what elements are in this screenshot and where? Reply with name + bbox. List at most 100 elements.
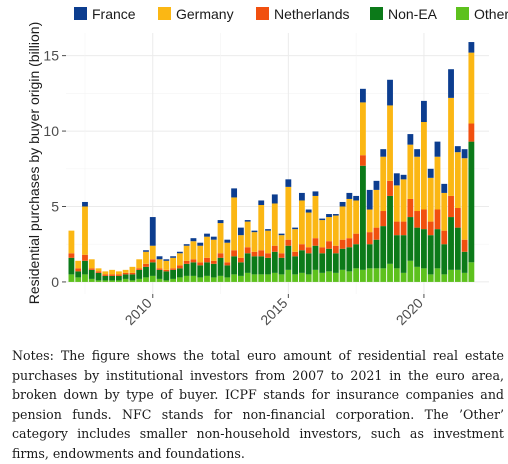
bar-france [421,100,427,123]
bar-france [285,179,292,187]
bar-germany [82,206,88,255]
bar-non-ea [380,226,387,269]
bar-netherlands [312,238,319,246]
bar-other-ea [176,277,183,282]
bar-germany [109,269,116,275]
bar-non-ea [95,272,102,281]
bar-france [380,149,387,157]
bar-france [265,229,271,231]
bar-other-ea [75,277,82,282]
bar-france [360,88,366,103]
bar-other-ea [82,274,88,282]
bar-non-ea [258,256,265,275]
bar-other-ea [380,268,387,282]
bar-netherlands [298,244,305,251]
bar-non-ea [163,271,170,281]
bar-germany [448,97,454,196]
bar-other-ea [407,260,414,282]
bar-non-ea [414,227,421,267]
bar-other-ea [292,274,299,282]
bar-netherlands [244,247,251,254]
bar-other-ea [468,262,475,282]
bar-france [400,174,407,180]
bar-other-ea [312,269,319,282]
bar-netherlands [407,198,414,218]
bar-netherlands [197,262,204,266]
bar-netherlands [346,238,353,248]
bar-germany [387,105,393,181]
legend-key [158,7,171,20]
bar-other-ea [258,274,265,282]
bar-non-ea [326,248,332,272]
bar-non-ea [143,266,149,278]
bar-netherlands [441,230,448,245]
bar-germany [95,268,102,272]
bar-germany [197,245,204,263]
bar-netherlands [224,262,231,266]
bar-other-ea [129,280,136,282]
bar-germany [136,259,143,269]
bar-other-ea [156,278,163,282]
bar-non-ea [346,247,353,272]
bar-other-ea [448,269,454,282]
bar-netherlands [68,253,75,258]
bar-germany [244,221,251,248]
bar-non-ea [407,217,414,261]
bar-germany [339,206,346,240]
bar-germany [298,200,305,245]
bar-non-ea [305,253,312,275]
bar-non-ea [298,250,305,273]
bar-germany [204,236,210,258]
bar-france [339,201,346,207]
bar-germany [326,217,332,242]
bar-france [461,149,468,159]
bar-other-ea [170,278,177,282]
bar-other-ea [461,272,468,282]
bar-non-ea [265,257,271,275]
bar-netherlands [129,272,136,275]
bar-france [332,214,339,216]
bar-france [373,180,380,190]
bar-france [393,173,400,186]
bar-netherlands [88,268,95,270]
bar-france [441,183,448,193]
bar-non-ea [109,275,116,281]
bar-netherlands [149,259,156,263]
bar-netherlands [278,253,285,258]
stacked-bar-chart: France Germany Netherlands Non-EA Other EA 0… [26,6,508,328]
bar-netherlands [448,195,454,218]
bar-france [346,192,353,199]
bar-netherlands [380,211,387,227]
bar-france [319,218,326,221]
bar-germany [434,156,441,210]
bar-france [244,220,251,222]
bar-germany [217,223,224,254]
bar-non-ea [204,262,210,276]
bar-germany [115,271,122,275]
bar-germany [414,156,421,212]
bar-france [454,146,461,153]
x-axis-ticks: 2010 2015 2020 [122,294,426,328]
bar-other-ea [414,266,421,282]
bar-non-ea [360,165,366,270]
bar-germany [258,204,265,251]
chart-legend: France Germany Netherlands Non-EA Other EA [74,6,508,22]
legend-key [370,7,383,20]
bar-netherlands [210,260,217,264]
bar-netherlands [414,211,421,228]
bar-other-ea [210,277,217,282]
bar-non-ea [448,217,454,270]
bar-germany [427,177,434,222]
bar-non-ea [332,253,339,273]
bar-france [149,217,156,246]
bar-france [468,42,475,53]
bar-germany [170,257,177,269]
bar-other-ea [217,275,224,282]
bar-netherlands [251,251,258,257]
bar-netherlands [109,274,116,276]
bar-other-ea [149,275,156,282]
bar-netherlands [204,257,210,263]
y-axis-label: Residential purchases by buyer origin (b… [26,22,42,304]
bar-france [298,192,305,201]
bar-non-ea [224,265,231,278]
